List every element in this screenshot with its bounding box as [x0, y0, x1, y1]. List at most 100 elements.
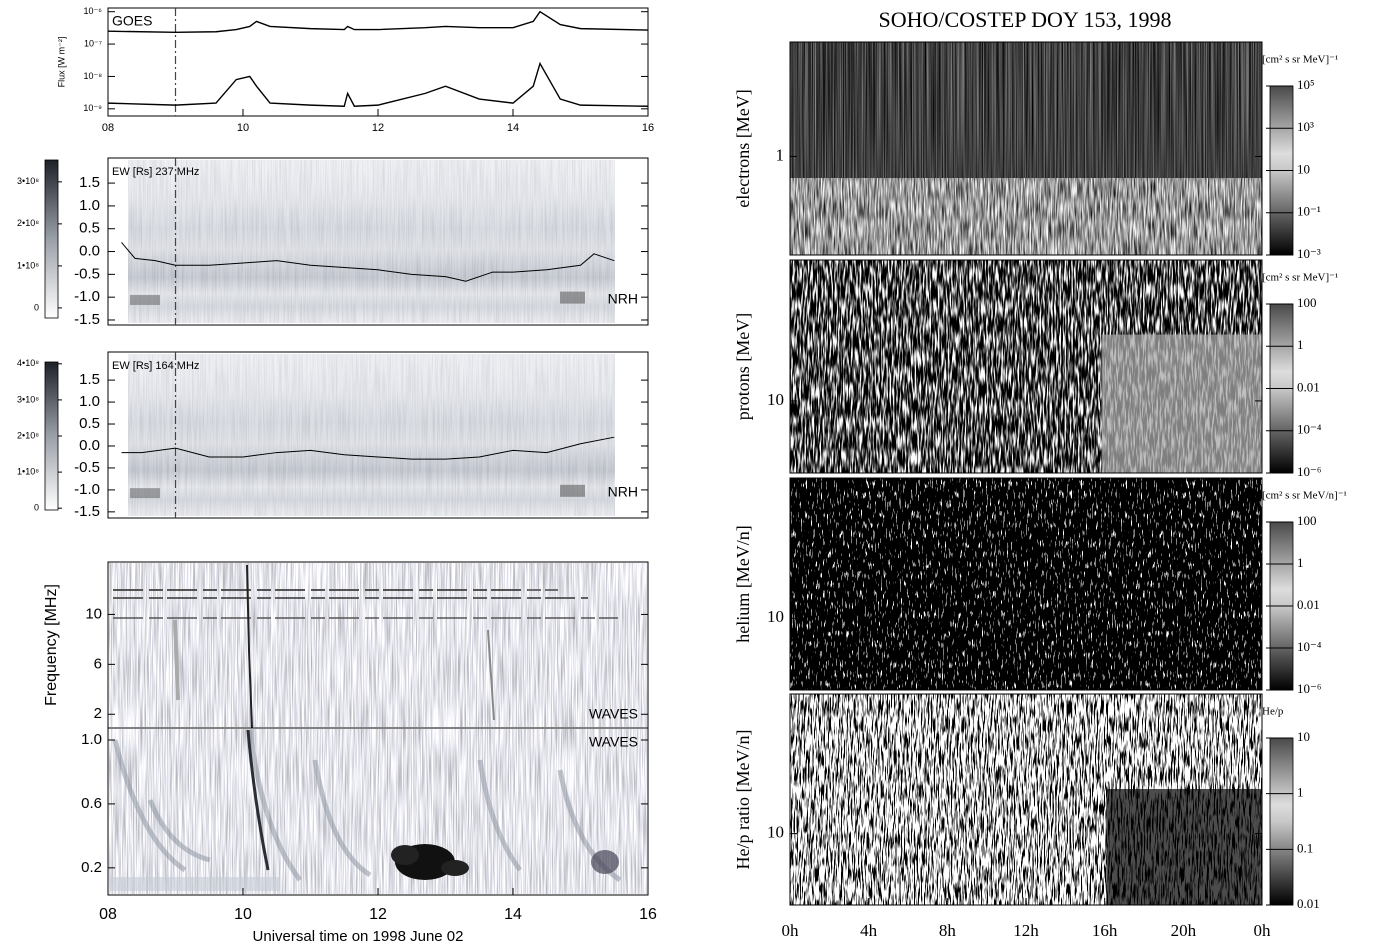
x-tick-label: 0h	[782, 921, 800, 940]
colorbar-tick-label: 10⁻⁴	[1297, 422, 1322, 437]
x-tick-label: 8h	[939, 921, 957, 940]
x-tick-label: 12	[372, 122, 384, 134]
radio-blob	[441, 860, 469, 876]
colorbar-tick-label: 1•10⁸	[17, 466, 39, 476]
x-tick-label: 08	[102, 122, 114, 134]
y-axis-label: helium [MeV/n]	[733, 525, 753, 642]
colorbar-tick-label: 10⁻⁶	[1297, 464, 1321, 479]
x-tick-label: 12	[369, 906, 387, 923]
y-tick-label: 6	[94, 655, 102, 672]
spectrogram	[790, 178, 1262, 255]
colorbar	[44, 159, 59, 319]
panel-label: EW [Rs] 237 MHz	[112, 166, 199, 178]
y-tick-label: 10⁻⁸	[83, 71, 102, 81]
y-tick-label: 0.5	[79, 415, 100, 432]
colorbar-tick-label: 4•10⁸	[17, 358, 39, 368]
colorbar-label: [cm² s sr MeV]⁻¹	[1262, 272, 1338, 284]
type-iii-burst	[477, 759, 523, 872]
plot-frame	[789, 259, 1263, 474]
spectrogram	[790, 42, 1262, 179]
colorbar-tick-label: 10⁻⁴	[1297, 639, 1322, 654]
x-tick-label: 10	[234, 906, 252, 923]
y-tick-label: 10⁻⁶	[84, 6, 103, 16]
radio-source	[130, 488, 160, 499]
y-tick-label: 1.5	[79, 174, 100, 191]
colorbar-tick-label: 3•10⁸	[17, 176, 39, 186]
type-iii-burst	[312, 759, 372, 878]
x-tick-label: 16	[639, 906, 657, 923]
panel-label: GOES	[112, 13, 152, 29]
colorbar-tick-label: 100	[1297, 513, 1317, 528]
colorbar-label: He/p	[1262, 706, 1284, 718]
colorbar-tick-label: 0	[34, 302, 39, 312]
low-band	[110, 877, 280, 891]
y-tick-label: 1.5	[79, 371, 100, 388]
colorbar-tick-label: 0	[34, 503, 39, 513]
flux-line	[107, 61, 649, 107]
colorbar-tick-label: 10⁻⁶	[1297, 681, 1321, 696]
panel-annotation: NRH	[608, 484, 638, 500]
x-tick-label: 20h	[1171, 921, 1197, 940]
type-iii-burst	[246, 564, 253, 729]
y-axis-label: Flux [W m⁻²]	[56, 37, 66, 88]
type-iii-burst	[246, 729, 270, 871]
plot-frame	[107, 157, 649, 326]
flux-line	[107, 10, 649, 34]
colorbar-tick-label: 1	[1297, 337, 1304, 352]
type-iii-burst	[487, 629, 495, 721]
y-tick-label: 10	[767, 390, 784, 409]
x-axis-label: Universal time on 1998 June 02	[253, 928, 464, 945]
y-tick-label: 1.0	[79, 393, 100, 410]
y-tick-label: 10⁻⁹	[83, 103, 102, 113]
y-axis-label: Frequency [MHz]	[43, 584, 60, 706]
type-iii-burst	[112, 739, 187, 873]
radio-image-texture	[128, 160, 615, 323]
colorbar-tick-label: 1	[1297, 555, 1304, 570]
panel-annotation: WAVES	[589, 706, 638, 722]
colorbar	[1269, 737, 1294, 906]
x-tick-label: 14	[504, 906, 522, 923]
y-tick-label: 0.6	[81, 795, 102, 812]
colorbar-label: [cm² s sr MeV]⁻¹	[1262, 54, 1338, 66]
plot-frame	[789, 41, 1263, 256]
centroid-line	[121, 436, 615, 460]
y-tick-label: 1.0	[81, 731, 102, 748]
x-tick-label: 4h	[860, 921, 878, 940]
radio-source	[560, 484, 585, 497]
colorbar-tick-label: 2•10⁸	[17, 430, 39, 440]
x-tick-label: 16	[642, 122, 654, 134]
x-tick-label: 14	[507, 122, 519, 134]
y-tick-label: -0.5	[74, 459, 100, 476]
plot-frame	[107, 351, 649, 519]
colorbar-tick-label: 10⁻³	[1297, 246, 1321, 261]
centroid-line	[121, 242, 615, 282]
panel-annotation: WAVES	[589, 734, 638, 750]
y-tick-label: 0.5	[79, 220, 100, 237]
radio-blob	[391, 845, 419, 865]
colorbar-tick-label: 10	[1297, 729, 1310, 744]
colorbar-tick-label: 2•10⁸	[17, 218, 39, 228]
y-tick-label: -0.5	[74, 265, 100, 282]
colorbar-tick-label: 0.01	[1297, 597, 1320, 612]
colorbar-tick-label: 3•10⁸	[17, 394, 39, 404]
y-tick-label: -1.5	[74, 311, 100, 328]
type-iii-burst	[247, 729, 302, 882]
type-iii-burst	[173, 619, 180, 701]
type-iii-burst	[147, 799, 211, 863]
colorbar-tick-label: 1	[1297, 785, 1304, 800]
spectrogram	[109, 563, 647, 727]
y-tick-label: 1	[776, 145, 785, 164]
y-tick-label: -1.0	[74, 481, 100, 498]
y-axis-label: electrons [MeV]	[733, 89, 753, 207]
y-tick-label: 2	[94, 705, 102, 722]
y-tick-label: 0.0	[79, 437, 100, 454]
x-tick-label: 16h	[1092, 921, 1118, 940]
chart-title: SOHO/COSTEP DOY 153, 1998	[879, 7, 1172, 32]
spectrogram	[109, 729, 647, 894]
colorbar	[44, 361, 59, 511]
y-tick-label: 10	[767, 607, 784, 626]
y-tick-label: 10	[85, 605, 102, 622]
spectrogram	[790, 478, 1262, 690]
